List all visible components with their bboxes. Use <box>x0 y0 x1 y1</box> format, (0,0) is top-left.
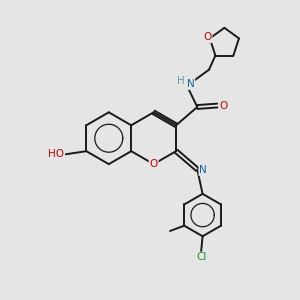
Text: O: O <box>220 100 228 110</box>
Text: H: H <box>177 76 184 85</box>
Text: O: O <box>149 159 158 169</box>
Text: HO: HO <box>48 149 64 160</box>
Text: N: N <box>199 165 207 175</box>
Text: O: O <box>203 32 211 42</box>
Text: N: N <box>187 79 194 89</box>
Text: Cl: Cl <box>196 253 206 262</box>
